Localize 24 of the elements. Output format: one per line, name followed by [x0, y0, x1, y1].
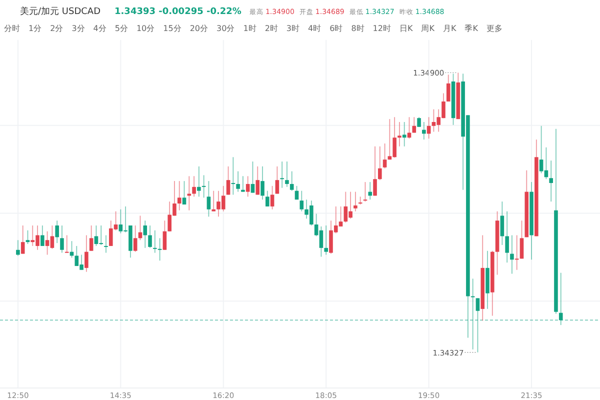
text: 3时: [286, 24, 300, 33]
text: 6时: [330, 24, 343, 33]
text: 1分: [28, 24, 42, 33]
text: 2时: [264, 24, 278, 33]
text: 1时: [243, 24, 256, 33]
text: 15分: [163, 24, 182, 33]
text: 8时: [351, 24, 364, 33]
text: 3分: [72, 24, 85, 33]
text: 12时: [372, 24, 391, 33]
text: 4时: [308, 24, 322, 33]
text: 季K: [464, 24, 479, 33]
text: 4分: [93, 24, 106, 33]
title: 美元/加元 USDCAD: [20, 7, 100, 17]
text: 5分: [114, 24, 128, 33]
subtitle: 1.34393 -0.00295 -0.22%: [114, 7, 242, 17]
text: 月K: [442, 24, 457, 33]
text: 10分: [136, 24, 155, 33]
text: 20分: [190, 24, 208, 33]
text: 30分: [216, 24, 235, 33]
text: 日K: [399, 24, 414, 33]
text: 分时: [4, 24, 20, 33]
text: 更多: [486, 24, 502, 33]
text: 2分: [50, 24, 64, 33]
text: 周K: [421, 24, 436, 33]
